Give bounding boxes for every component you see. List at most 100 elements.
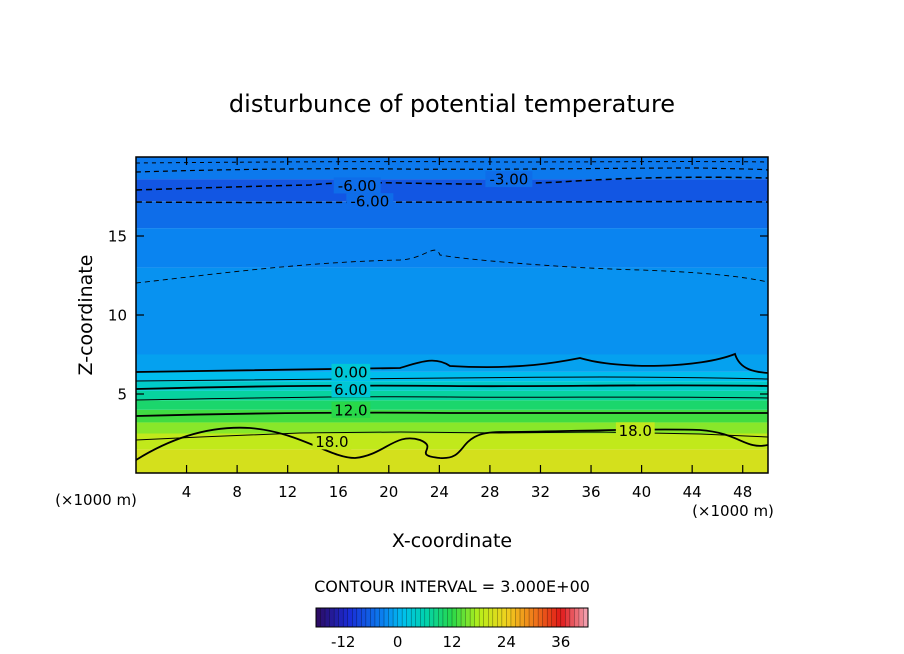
colorbar-cell	[388, 608, 394, 627]
chart-title: disturbunce of potential temperature	[229, 90, 675, 118]
colorbar-cell	[433, 608, 439, 627]
x-axis-title: X-coordinate	[392, 530, 512, 552]
field-band	[136, 201, 768, 229]
colorbar-tick-label: 0	[393, 633, 403, 651]
x-tick-label: 16	[329, 483, 348, 501]
colorbar-cell	[415, 608, 421, 627]
field-band	[136, 422, 768, 434]
colorbar-cell	[515, 608, 521, 627]
colorbar-cell	[438, 608, 444, 627]
colorbar-cell	[465, 608, 471, 627]
colorbar-cell	[560, 608, 566, 627]
colorbar-cell	[551, 608, 557, 627]
x-tick-label: 20	[379, 483, 398, 501]
colorbar-cell	[406, 608, 412, 627]
y-tick-label: 10	[108, 307, 127, 325]
contour-label: 0.00	[334, 363, 367, 381]
contour-line	[136, 431, 768, 441]
x-tick-label: 36	[581, 483, 600, 501]
contour-line	[136, 384, 768, 390]
field-layer	[136, 157, 768, 473]
contour-line	[136, 352, 768, 374]
colorbar-tick-label: -12	[331, 633, 356, 651]
x-tick-label: 40	[632, 483, 651, 501]
colorbar-cell	[533, 608, 539, 627]
colorbar-cell	[424, 608, 430, 627]
colorbar-cell	[397, 608, 403, 627]
colorbar-cell	[379, 608, 385, 627]
colorbar-cell	[334, 608, 339, 627]
field-band	[136, 157, 768, 180]
contour-label: 18.0	[619, 422, 652, 440]
contour-line	[136, 396, 768, 401]
colorbar-cell	[402, 608, 407, 627]
contour-label: -6.00	[338, 177, 377, 195]
colorbar-cell	[497, 608, 503, 627]
contour-layer	[136, 161, 768, 461]
colorbar-cell	[556, 608, 562, 627]
contour-interval-note: CONTOUR INTERVAL = 3.000E+00	[314, 577, 590, 596]
colorbar-cell	[583, 608, 589, 627]
colorbar-cell	[461, 608, 466, 627]
colorbar-cell	[483, 608, 489, 627]
field-band	[136, 400, 768, 410]
field-band	[136, 354, 768, 372]
contour-line	[136, 426, 768, 461]
colorbar-cell	[501, 608, 507, 627]
colorbar-cell	[356, 608, 362, 627]
colorbar-tick-label: 36	[551, 633, 570, 651]
contour-label: 6.00	[334, 381, 367, 399]
colorbar-cell	[347, 608, 353, 627]
contour-label-bg	[331, 363, 371, 380]
contour-line	[136, 200, 768, 204]
x-unit-label-left: (×1000 m)	[55, 491, 137, 509]
colorbar-cell	[565, 608, 571, 627]
colorbar-cell	[374, 608, 380, 627]
colorbar-cell	[547, 608, 553, 627]
colorbar-cell	[574, 608, 580, 627]
field-band	[136, 267, 768, 355]
colorbar-cell	[325, 608, 330, 627]
x-tick-label: 12	[278, 483, 297, 501]
contour-label-bg	[615, 422, 655, 439]
contour-label-layer: -6.00 -3.00 -6.00 0.006.00 12.0 18.0 18.0	[312, 171, 655, 451]
colorbar-cell	[393, 608, 398, 627]
colorbar-cell	[529, 608, 534, 627]
contour-label: -6.00	[350, 193, 389, 211]
colorbar-cell	[320, 608, 326, 627]
contour-line	[136, 167, 768, 173]
field-band	[136, 228, 768, 268]
contour-line	[136, 176, 768, 191]
colorbar-cell	[447, 608, 453, 627]
colorbar-cell	[520, 608, 525, 627]
colorbar-cell	[384, 608, 389, 627]
colorbar-cell	[411, 608, 417, 627]
y-axis-title: Z-coordinate	[75, 255, 97, 376]
colorbar-cell	[524, 608, 530, 627]
x-tick-label: 8	[232, 483, 242, 501]
colorbar-cell	[492, 608, 498, 627]
colorbar-cell	[370, 608, 376, 627]
colorbar-cell	[420, 608, 426, 627]
colorbar-frame	[315, 607, 589, 628]
field-band	[136, 371, 768, 382]
colorbar-cell	[338, 608, 344, 627]
colorbar-cell	[329, 608, 335, 627]
contour-label: -3.00	[489, 171, 528, 189]
colorbar-cell	[452, 608, 457, 627]
x-tick-label: 24	[430, 483, 449, 501]
contour-label-bg	[312, 433, 352, 450]
contour-label: 12.0	[334, 401, 367, 419]
field-band	[136, 390, 768, 401]
y-tick-label: 5	[117, 386, 127, 404]
colorbar-cell	[316, 608, 321, 627]
contour-label-bg	[333, 177, 381, 194]
colorbar-cell	[506, 608, 512, 627]
x-unit-label-right: (×1000 m)	[692, 502, 774, 520]
x-tick-label: 32	[531, 483, 550, 501]
x-tick-label: 28	[480, 483, 499, 501]
field-band	[136, 449, 768, 473]
colorbar-cell	[442, 608, 448, 627]
colorbar-cell	[456, 608, 462, 627]
